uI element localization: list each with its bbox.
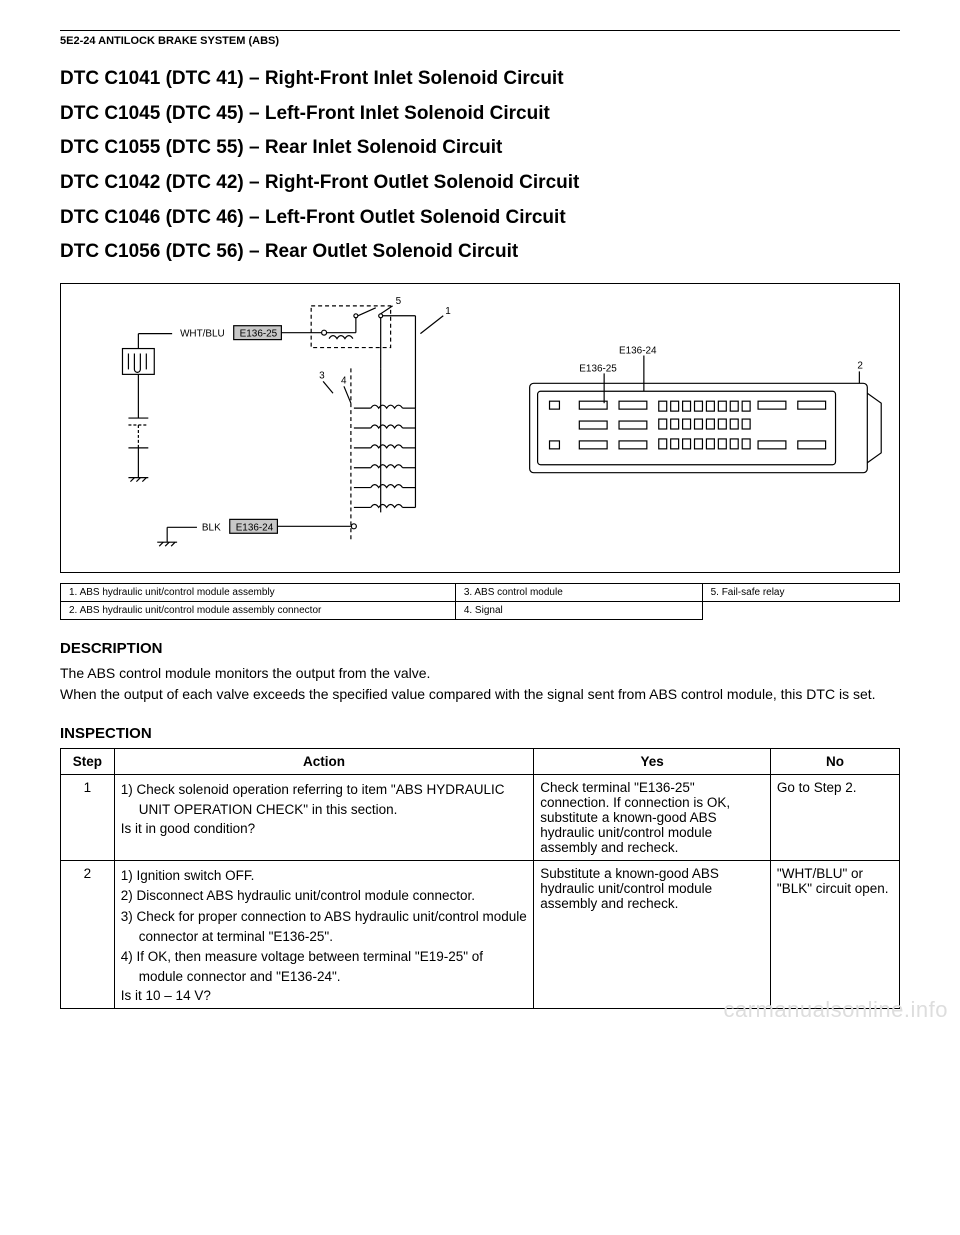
action-question: Is it 10 – 14 V? [121,988,528,1003]
legend-cell: 4. Signal [455,602,702,620]
yes-cell: Substitute a known-good ABS hydraulic un… [534,861,771,1009]
legend-cell: 3. ABS control module [455,584,702,602]
svg-text:3: 3 [319,370,325,381]
action-question: Is it in good condition? [121,821,528,836]
table-header-row: Step Action Yes No [61,749,900,775]
legend-cell: 5. Fail-safe relay [702,584,899,602]
action-item: 4) If OK, then measure voltage between t… [121,947,528,988]
svg-text:1: 1 [445,306,451,317]
step-number: 2 [61,861,115,1009]
action-cell: 1) Ignition switch OFF. 2) Disconnect AB… [114,861,534,1009]
action-item: 3) Check for proper connection to ABS hy… [121,907,528,948]
yes-cell: Check terminal "E136-25" connection. If … [534,775,771,861]
svg-text:E136-24: E136-24 [619,346,657,357]
description-p1: The ABS control module monitors the outp… [60,663,900,684]
header-rule [60,30,900,31]
svg-text:5: 5 [396,296,402,307]
page-header: 5E2-24 ANTILOCK BRAKE SYSTEM (ABS) [60,35,900,47]
description-p2: When the output of each valve exceeds th… [60,684,900,705]
dtc-titles: DTC C1041 (DTC 41) – Right-Front Inlet S… [60,67,900,265]
svg-text:4: 4 [341,375,347,386]
action-cell: 1) Check solenoid operation referring to… [114,775,534,861]
table-row: 2 1) Ignition switch OFF. 2) Disconnect … [61,861,900,1009]
description-text: The ABS control module monitors the outp… [60,663,900,705]
legend-cell [702,602,899,620]
svg-text:WHT/BLU: WHT/BLU [180,329,225,340]
col-no: No [770,749,899,775]
inspection-table: Step Action Yes No 1 1) Check solenoid o… [60,748,900,1009]
action-item: 1) Check solenoid operation referring to… [121,780,528,821]
col-yes: Yes [534,749,771,775]
svg-text:2: 2 [857,361,863,372]
diagram-svg: WHT/BLU E136-25 [61,284,899,572]
dtc-title-6: DTC C1056 (DTC 56) – Rear Outlet Solenoi… [60,240,900,265]
legend-cell: 2. ABS hydraulic unit/control module ass… [61,602,456,620]
svg-text:E136-25: E136-25 [240,329,278,340]
dtc-title-4: DTC C1042 (DTC 42) – Right-Front Outlet … [60,171,900,196]
legend-cell: 1. ABS hydraulic unit/control module ass… [61,584,456,602]
col-action: Action [114,749,534,775]
svg-text:BLK: BLK [202,522,221,533]
legend-table: 1. ABS hydraulic unit/control module ass… [60,583,900,620]
no-cell: Go to Step 2. [770,775,899,861]
svg-text:E136-25: E136-25 [579,364,617,375]
no-cell: "WHT/BLU" or "BLK" circuit open. [770,861,899,1009]
step-number: 1 [61,775,115,861]
dtc-title-5: DTC C1046 (DTC 46) – Left-Front Outlet S… [60,206,900,231]
col-step: Step [61,749,115,775]
dtc-title-2: DTC C1045 (DTC 45) – Left-Front Inlet So… [60,102,900,127]
table-row: 2. ABS hydraulic unit/control module ass… [61,602,900,620]
table-row: 1. ABS hydraulic unit/control module ass… [61,584,900,602]
dtc-title-1: DTC C1041 (DTC 41) – Right-Front Inlet S… [60,67,900,92]
circuit-diagram: WHT/BLU E136-25 [60,283,900,573]
action-item: 1) Ignition switch OFF. [121,866,528,886]
table-row: 1 1) Check solenoid operation referring … [61,775,900,861]
action-item: 2) Disconnect ABS hydraulic unit/control… [121,886,528,906]
inspection-heading: INSPECTION [60,725,900,742]
svg-text:E136-24: E136-24 [236,522,274,533]
description-heading: DESCRIPTION [60,640,900,657]
page-content: 5E2-24 ANTILOCK BRAKE SYSTEM (ABS) DTC C… [0,0,960,1029]
dtc-title-3: DTC C1055 (DTC 55) – Rear Inlet Solenoid… [60,136,900,161]
watermark: carmanualsonline.info [723,997,948,1023]
